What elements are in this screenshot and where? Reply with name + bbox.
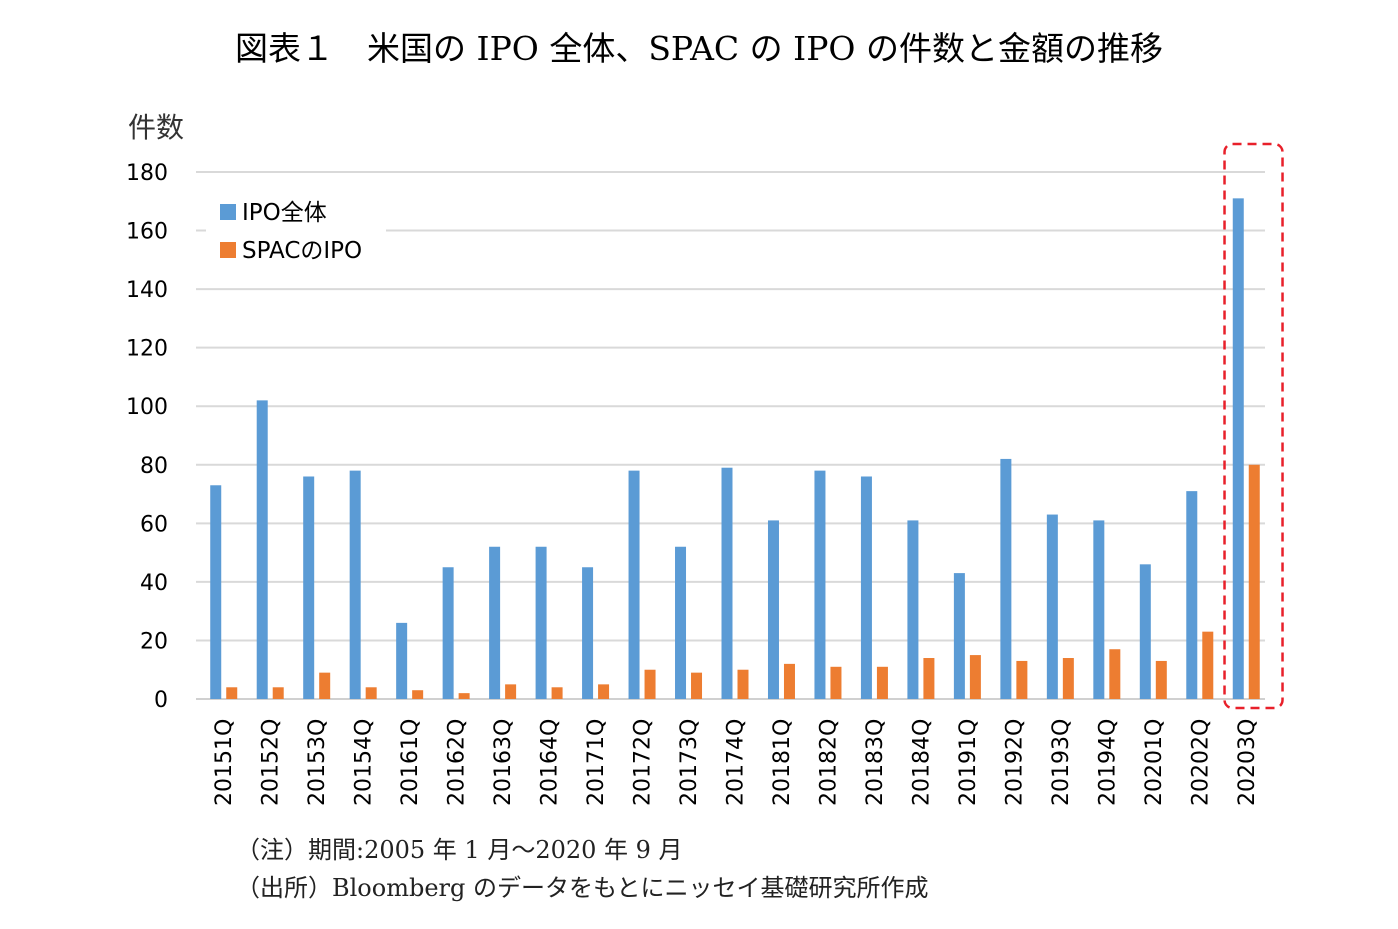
x-tick-label: 20203Q	[1235, 719, 1260, 806]
y-tick-label: 120	[126, 337, 168, 362]
legend-swatch	[220, 242, 236, 258]
y-tick-label: 80	[140, 454, 168, 479]
x-tick-label: 20182Q	[816, 719, 841, 806]
bar-spac-ipo	[551, 687, 563, 699]
bar-ipo-total	[1232, 198, 1244, 699]
bar-ipo-total	[907, 520, 919, 699]
bar-ipo-total	[1186, 491, 1198, 699]
x-tick-label: 20194Q	[1095, 719, 1120, 806]
bar-ipo-total	[396, 622, 408, 699]
highlight-box	[1223, 142, 1284, 710]
bar-ipo-total	[953, 573, 965, 699]
y-tick-label: 20	[140, 629, 168, 654]
bar-spac-ipo	[644, 669, 656, 699]
bar-spac-ipo	[923, 658, 935, 699]
bar-spac-ipo	[505, 684, 517, 699]
bar-spac-ipo	[783, 663, 795, 699]
y-axis-ticks: 0 20 40 60 80 100 120 140 160 180	[126, 161, 168, 713]
y-axis-label: 件数	[128, 111, 184, 144]
bar-ipo-total	[535, 546, 547, 699]
bar-ipo-total	[349, 470, 361, 699]
x-tick-label: 20164Q	[538, 719, 563, 806]
bar-spac-ipo	[319, 672, 331, 699]
bar-ipo-total	[675, 546, 687, 699]
bar-ipo-total	[210, 485, 222, 699]
x-tick-label: 20192Q	[1002, 719, 1027, 806]
figure-title: 図表１ 米国の IPO 全体、SPAC の IPO の件数と金額の推移	[235, 29, 1163, 68]
bar-ipo-total	[1093, 520, 1105, 699]
x-tick-label: 20152Q	[259, 719, 284, 806]
highlight-box-20203Q	[1223, 142, 1284, 710]
bar-spac-ipo	[226, 687, 238, 699]
bar-ipo-total	[442, 567, 454, 699]
x-tick-label: 20151Q	[212, 719, 237, 806]
bar-spac-ipo	[412, 690, 424, 699]
bar-ipo-total	[1139, 564, 1151, 699]
bar-spac-ipo	[1062, 658, 1074, 699]
bar-ipo-total	[860, 476, 872, 699]
x-tick-label: 20201Q	[1142, 719, 1167, 806]
legend-swatch	[220, 204, 236, 220]
bar-spac-ipo	[830, 666, 842, 699]
y-tick-label: 100	[126, 395, 168, 420]
y-tick-label: 0	[154, 688, 168, 713]
bar-ipo-total	[814, 470, 826, 699]
bar-ipo-total	[256, 400, 268, 699]
y-tick-label: 160	[126, 220, 168, 245]
legend: IPO全体 SPACのIPO	[206, 192, 386, 270]
bar-spac-ipo	[691, 672, 703, 699]
y-tick-label: 140	[126, 278, 168, 303]
x-axis-ticks: 20151Q 20152Q 20153Q 20154Q 20161Q 20162Q 2016…	[212, 719, 1260, 806]
bar-spac-ipo	[876, 666, 888, 699]
bar-ipo-total	[767, 520, 779, 699]
bar-ipo-total	[489, 546, 501, 699]
x-tick-label: 20153Q	[305, 719, 330, 806]
x-tick-label: 20154Q	[352, 719, 377, 806]
bar-spac-ipo	[1109, 649, 1121, 699]
x-tick-label: 20161Q	[398, 719, 423, 806]
x-tick-label: 20184Q	[909, 719, 934, 806]
y-tick-label: 40	[140, 571, 168, 596]
x-tick-label: 20202Q	[1188, 719, 1213, 806]
bar-spac-ipo	[1248, 464, 1260, 699]
legend-label: SPACのIPO	[242, 238, 362, 264]
bars	[210, 198, 1260, 699]
x-tick-label: 20193Q	[1049, 719, 1074, 806]
bar-spac-ipo	[1016, 660, 1028, 699]
bar-ipo-total	[721, 467, 733, 699]
bar-ipo-total	[1046, 514, 1058, 699]
legend-label: IPO全体	[242, 200, 327, 226]
y-tick-label: 60	[140, 512, 168, 537]
bar-spac-ipo	[969, 655, 981, 699]
x-tick-label: 20174Q	[724, 719, 749, 806]
x-tick-label: 20183Q	[863, 719, 888, 806]
x-tick-label: 20173Q	[677, 719, 702, 806]
bar-ipo-total	[303, 476, 315, 699]
x-tick-label: 20163Q	[491, 719, 516, 806]
y-tick-label: 180	[126, 161, 168, 186]
x-tick-label: 20191Q	[956, 719, 981, 806]
x-tick-label: 20171Q	[584, 719, 609, 806]
bar-spac-ipo	[458, 693, 470, 699]
bar-ipo-total	[1000, 458, 1012, 699]
x-tick-label: 20162Q	[445, 719, 470, 806]
x-tick-label: 20172Q	[631, 719, 656, 806]
bar-spac-ipo	[365, 687, 377, 699]
bar-spac-ipo	[1202, 631, 1214, 699]
bar-spac-ipo	[737, 669, 749, 699]
bar-spac-ipo	[272, 687, 284, 699]
note-source: （出所）Bloomberg のデータをもとにニッセイ基礎研究所作成	[236, 874, 929, 902]
note-period: （注）期間:2005 年 1 月～2020 年 9 月	[236, 836, 683, 864]
bar-ipo-total	[628, 470, 640, 699]
x-tick-label: 20181Q	[770, 719, 795, 806]
bar-ipo-total	[582, 567, 594, 699]
bar-spac-ipo	[1155, 660, 1167, 699]
bar-spac-ipo	[598, 684, 610, 699]
